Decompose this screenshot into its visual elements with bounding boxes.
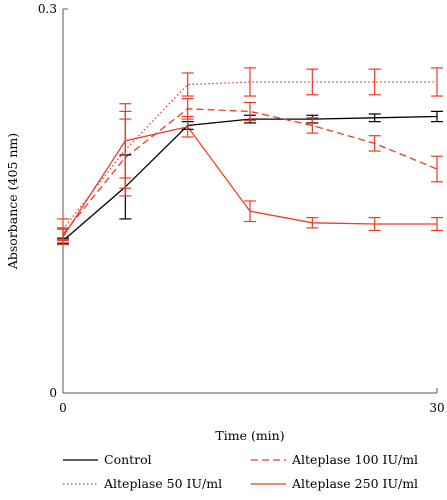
error-bar [181, 72, 194, 97]
error-bar [368, 113, 381, 123]
legend-item-alteplase-100-iu-ml: Alteplase 100 IU/ml [251, 452, 418, 467]
error-bars-alteplase-250-iu-ml [57, 103, 443, 246]
error-bar [368, 217, 381, 232]
y-tick-label: 0 [49, 386, 57, 400]
error-bar [431, 67, 443, 97]
error-bar [244, 200, 256, 223]
error-bar [306, 117, 319, 134]
error-bars [57, 67, 443, 246]
x-tick-label: 30 [429, 401, 444, 415]
legend-item-alteplase-50-iu-ml: Alteplase 50 IU/ml [63, 476, 222, 491]
error-bar [306, 217, 319, 229]
error-bar [181, 115, 194, 138]
y-axis-title: Absorbance (405 nm) [5, 133, 20, 270]
legend-item-alteplase-250-iu-ml: Alteplase 250 IU/ml [251, 476, 418, 491]
x-tick-label: 0 [59, 401, 67, 415]
axis-ticks: 0 0.3 0 30 [38, 2, 445, 415]
error-bar [244, 67, 256, 97]
error-bar [119, 103, 132, 179]
legend: Control Alteplase 50 IU/ml Alteplase 100 I… [63, 452, 418, 491]
error-bar [431, 155, 443, 183]
legend-label: Alteplase 50 IU/ml [103, 476, 222, 491]
y-tick-label: 0.3 [38, 2, 57, 16]
legend-item-control: Control [63, 452, 152, 467]
error-bar [306, 68, 319, 96]
error-bar [368, 135, 381, 152]
legend-label: Control [104, 452, 152, 467]
legend-label: Alteplase 250 IU/ml [291, 476, 418, 491]
error-bar [244, 101, 256, 121]
error-bar [368, 68, 381, 96]
axes [62, 9, 437, 394]
x-axis-title: Time (min) [215, 428, 284, 443]
error-bar [57, 228, 69, 246]
error-bar [431, 110, 443, 123]
error-bar [431, 217, 443, 232]
legend-label: Alteplase 100 IU/ml [291, 452, 418, 467]
